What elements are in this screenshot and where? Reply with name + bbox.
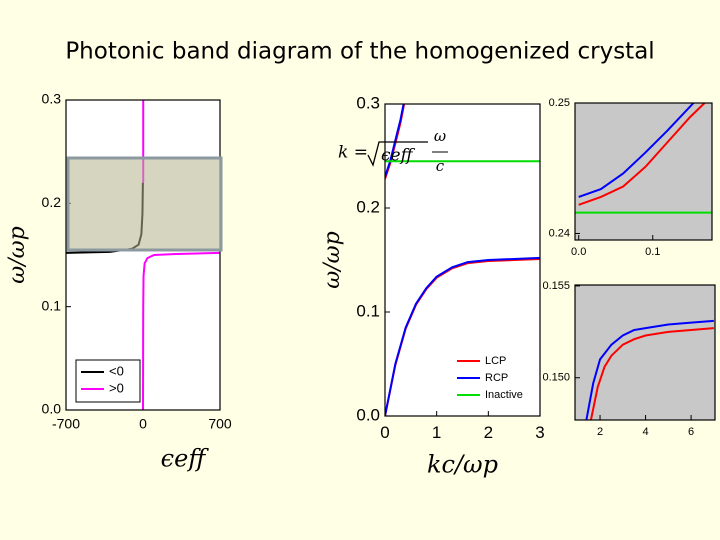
x-tick-label: 0 (380, 423, 389, 442)
plot-frame (574, 102, 713, 241)
legend-label: RCP (485, 372, 508, 384)
x-tick-label: 3 (535, 423, 544, 442)
y-tick-label: 0.0 (42, 401, 62, 417)
x-tick-label: 4 (643, 426, 649, 438)
y-tick-label: 0.155 (542, 280, 570, 292)
y-tick-label: 0.25 (549, 97, 570, 109)
slide-title: Photonic band diagram of the homogenized… (65, 39, 654, 65)
x-tick-label: 0.0 (571, 246, 586, 258)
x-tick-label: 1 (432, 423, 441, 442)
x-tick-label: -700 (52, 415, 80, 431)
y-tick-label: 0.1 (356, 301, 380, 320)
formula: k = ϵeff ω c (338, 127, 448, 175)
x-tick-label: 6 (688, 426, 694, 438)
x-axis-label: ϵeff (161, 445, 210, 473)
formula-lhs: k = (338, 143, 368, 163)
legend-label: Inactive (485, 389, 523, 401)
y-axis-label: ω/ωp (320, 231, 345, 288)
y-tick-label: 0.150 (542, 372, 570, 384)
legend-box (75, 359, 141, 403)
series-line (578, 103, 706, 206)
plot-frame (384, 103, 541, 417)
y-axis-label: ω/ωp (5, 226, 30, 283)
x-tick-label: 2 (484, 423, 493, 442)
y-tick-label: 0.24 (549, 227, 570, 239)
y-tick-label: 0.2 (356, 197, 380, 216)
series-line (578, 103, 695, 198)
series-line (585, 319, 714, 420)
radical-sign (367, 141, 428, 167)
y-tick-label: 0.1 (42, 297, 62, 313)
x-tick-label: 700 (208, 415, 232, 431)
x-tick-label: 2 (597, 426, 603, 438)
highlight-box (66, 156, 223, 252)
y-tick-label: 0.3 (356, 93, 380, 112)
y-tick-label: 0.2 (42, 194, 62, 210)
legend-label: >0 (109, 380, 124, 395)
formula-numerator: ω (434, 127, 446, 145)
formula-denominator: c (436, 157, 445, 175)
y-tick-label: 0.0 (356, 405, 380, 424)
legend-label: LCP (485, 355, 506, 367)
y-tick-label: 0.3 (42, 91, 62, 107)
series-line (589, 327, 714, 420)
series-line (385, 104, 540, 416)
x-tick-label: 0 (139, 415, 147, 431)
inset-background (575, 103, 712, 240)
legend-label: <0 (109, 363, 124, 378)
formula-radicand: ϵeff (381, 146, 416, 166)
inset-background (575, 285, 715, 420)
x-tick-label: 0.1 (645, 246, 660, 258)
plot-frame (574, 284, 716, 421)
x-axis-label: kc/ωp (427, 451, 498, 479)
plot-frame (65, 99, 221, 411)
